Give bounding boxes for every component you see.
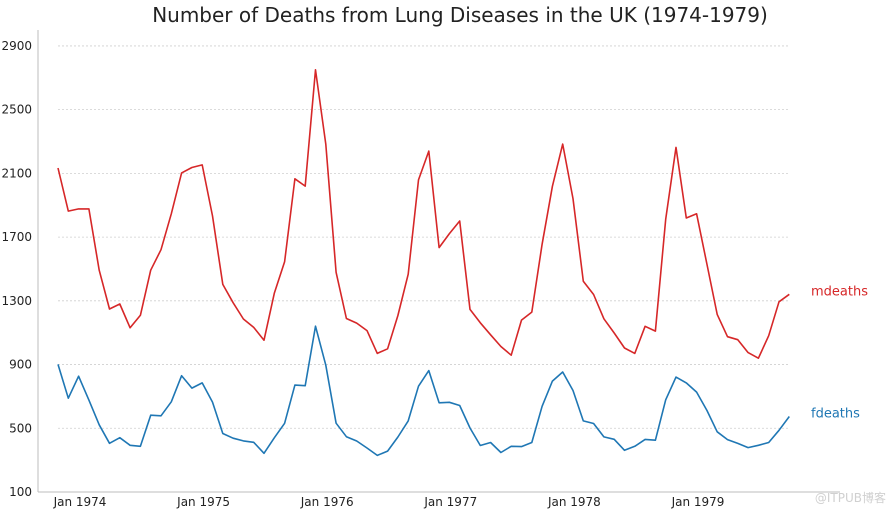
chart-title: Number of Deaths from Lung Diseases in t…	[152, 3, 768, 27]
x-tick-label: Jan 1977	[423, 495, 477, 509]
x-tick-label: Jan 1978	[547, 495, 601, 509]
y-tick-label: 900	[9, 358, 32, 372]
grid	[58, 45, 790, 429]
y-tick-label: 1300	[1, 294, 32, 308]
y-tick-label: 1700	[1, 230, 32, 244]
y-tick-labels: 100 500 900 1300 1700 2100 2500 2900	[1, 39, 32, 499]
y-tick-label: 2100	[1, 166, 32, 180]
x-tick-label: Jan 1979	[671, 495, 725, 509]
axes	[37, 30, 840, 493]
series-label-mdeaths: mdeaths	[811, 284, 868, 299]
y-tick-label: 500	[9, 421, 32, 435]
x-tick-labels: Jan 1974 Jan 1975 Jan 1976 Jan 1977 Jan 1978…	[53, 495, 725, 509]
y-tick-label: 2900	[1, 39, 32, 53]
series-line-mdeaths	[57, 69, 790, 360]
y-tick-label: 100	[9, 485, 32, 499]
watermark: @ITPUB博客	[815, 490, 886, 505]
series	[57, 69, 790, 457]
series-line-fdeaths	[57, 325, 790, 457]
x-tick-label: Jan 1976	[300, 495, 354, 509]
y-tick-label: 2500	[1, 103, 32, 117]
x-tick-label: Jan 1975	[176, 495, 230, 509]
series-label-fdeaths: fdeaths	[811, 406, 860, 421]
series-labels: mdeaths fdeaths	[811, 284, 868, 421]
x-tick-label: Jan 1974	[53, 495, 107, 509]
